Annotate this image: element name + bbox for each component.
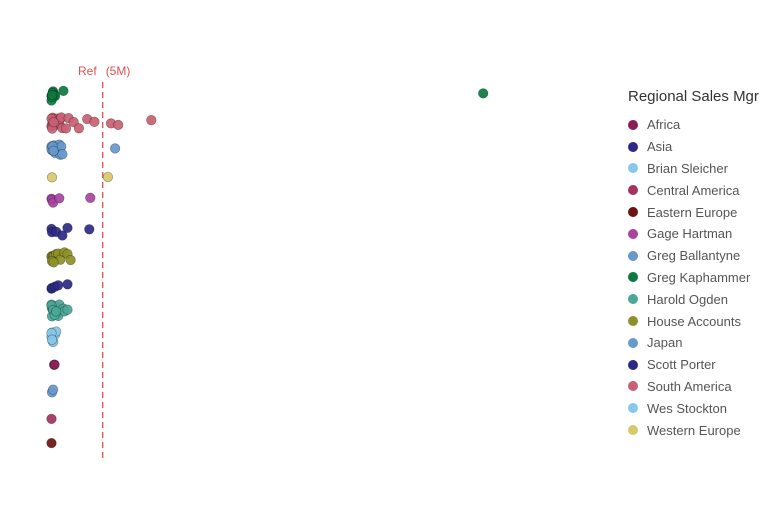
legend-item[interactable]: Central America <box>628 179 766 201</box>
legend-swatch-icon <box>628 250 638 261</box>
legend-swatch-icon <box>628 316 638 327</box>
legend-swatch-icon <box>628 119 638 130</box>
legend-swatch-icon <box>628 359 638 370</box>
legend-title: Regional Sales Mgr <box>628 88 759 105</box>
legend: Regional Sales Mgr Africa Asia Brian Sleic… <box>628 88 766 441</box>
legend-swatch-icon <box>628 403 638 414</box>
data-point <box>46 172 58 183</box>
data-point <box>84 224 95 235</box>
legend-item[interactable]: Brian Sleicher <box>628 158 766 180</box>
data-point <box>73 123 85 134</box>
data-point <box>62 279 73 290</box>
legend-item-label: Central America <box>647 182 740 198</box>
legend-swatch-icon <box>628 185 638 196</box>
data-point <box>54 193 65 204</box>
legend-item[interactable]: Japan <box>628 332 766 354</box>
legend-item[interactable]: Eastern Europe <box>628 201 766 223</box>
legend-swatch-icon <box>628 337 638 348</box>
legend-item-label: South America <box>647 378 732 394</box>
legend-item[interactable]: Gage Hartman <box>628 223 766 245</box>
data-point <box>102 171 114 183</box>
data-point <box>53 280 64 291</box>
data-point <box>58 85 69 97</box>
data-point <box>48 145 59 156</box>
data-point <box>57 149 68 160</box>
legend-swatch-icon <box>628 381 638 392</box>
legend-item-label: Western Europe <box>647 422 741 438</box>
legend-item-label: Eastern Europe <box>647 204 738 220</box>
data-point <box>57 230 68 241</box>
data-point <box>46 413 57 425</box>
legend-item[interactable]: South America <box>628 376 766 398</box>
data-point <box>46 334 58 345</box>
data-point <box>62 222 73 234</box>
data-point <box>60 123 72 134</box>
legend-item[interactable]: Scott Porter <box>628 354 766 376</box>
legend-item-label: Gage Hartman <box>647 226 733 242</box>
data-point <box>109 143 121 154</box>
legend-item-label: Brian Sleicher <box>647 160 728 176</box>
legend-item-label: House Accounts <box>647 313 741 329</box>
legend-swatch-icon <box>628 272 638 283</box>
reference-line-value-label: (5M) <box>106 64 131 78</box>
legend-item-label: Japan <box>647 335 683 351</box>
legend-item-label: Scott Porter <box>647 357 716 373</box>
data-point <box>478 88 489 99</box>
legend-swatch-icon <box>628 163 638 174</box>
data-point <box>62 304 73 315</box>
legend-item-label: Asia <box>647 139 673 155</box>
data-point <box>49 359 60 370</box>
legend-item-label: Africa <box>647 117 681 133</box>
legend-swatch-icon <box>628 425 638 436</box>
data-point <box>47 89 58 101</box>
data-point <box>113 119 124 131</box>
data-point <box>46 437 57 449</box>
reference-line-label: Ref <box>78 64 97 78</box>
legend-item[interactable]: House Accounts <box>628 310 766 332</box>
data-point <box>51 306 62 317</box>
legend-item-label: Wes Stockton <box>647 400 727 416</box>
data-point <box>48 116 59 128</box>
legend-swatch-icon <box>628 141 638 152</box>
legend-item[interactable]: Harold Ogden <box>628 288 766 310</box>
data-point <box>48 257 59 268</box>
legend-item-label: Harold Ogden <box>647 291 728 307</box>
legend-item-label: Greg Ballantyne <box>647 248 741 264</box>
legend-item[interactable]: Africa <box>628 114 766 136</box>
legend-item[interactable]: Wes Stockton <box>628 397 766 419</box>
legend-swatch-icon <box>628 228 638 239</box>
legend-item[interactable]: Asia <box>628 136 766 158</box>
data-point <box>65 254 76 266</box>
reference-line-group: Ref (5M) <box>78 64 130 458</box>
legend-item[interactable]: Greg Kaphammer <box>628 267 766 289</box>
data-point <box>47 384 59 395</box>
legend-swatch-icon <box>628 294 638 305</box>
legend-item[interactable]: Greg Ballantyne <box>628 245 766 267</box>
data-point <box>85 192 96 203</box>
data-point <box>146 115 157 126</box>
data-point <box>89 116 100 127</box>
legend-swatch-icon <box>628 207 638 218</box>
data-points <box>46 85 489 449</box>
legend-item-label: Greg Kaphammer <box>647 269 751 285</box>
legend-items: Africa Asia Brian Sleicher Central America E… <box>628 114 766 441</box>
legend-item[interactable]: Western Europe <box>628 419 766 441</box>
